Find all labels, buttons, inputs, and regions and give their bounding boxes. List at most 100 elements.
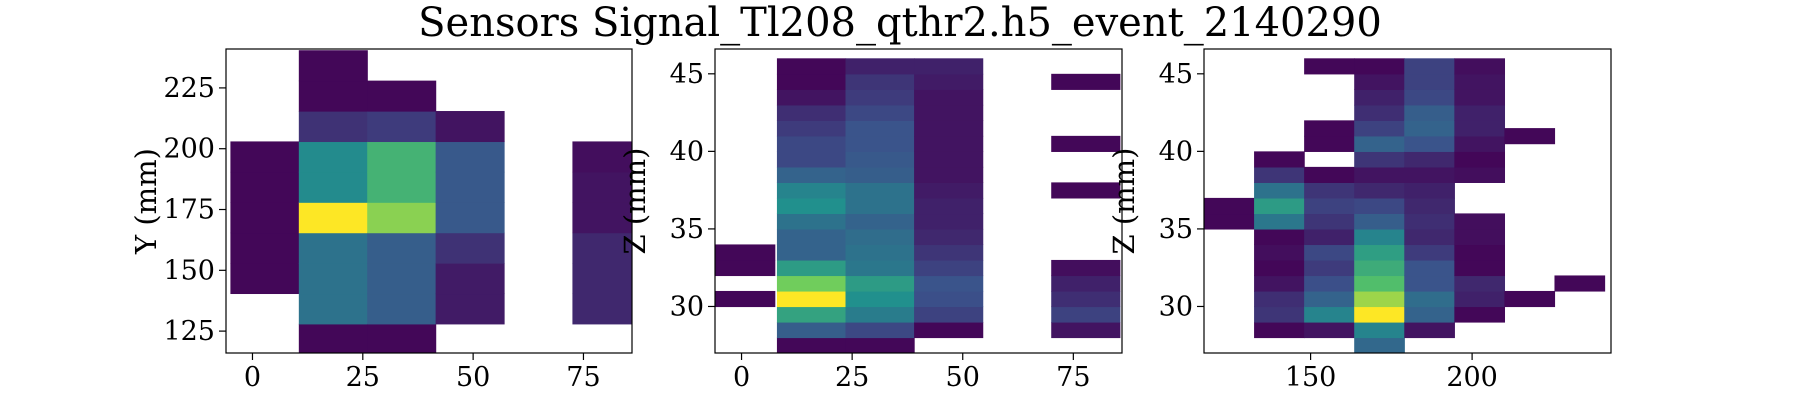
heatmap-cell	[914, 275, 984, 292]
x-tick-label: 50	[946, 362, 980, 393]
heatmap-cell	[298, 171, 368, 203]
heatmap-cell	[776, 290, 847, 308]
axes-frame	[1203, 48, 1612, 354]
heatmap-cell	[776, 104, 847, 121]
heatmap-cell	[1454, 275, 1506, 292]
heatmap-cell	[776, 151, 847, 168]
heatmap-cell	[845, 228, 915, 246]
heatmap-cell	[914, 73, 984, 90]
heatmap-cell	[845, 290, 915, 308]
heatmap-cell	[572, 202, 632, 234]
heatmap-cell	[914, 58, 984, 75]
heatmap-cell	[1404, 275, 1455, 292]
heatmap-cell	[914, 259, 984, 277]
heatmap-panel-3: 150 200 30 35 40 45 Z (mm)	[1107, 48, 1612, 393]
heatmap-cell	[914, 120, 984, 137]
y-tick-label: 30	[1159, 291, 1193, 322]
heatmap-cell	[1254, 166, 1305, 183]
heatmap-cell	[298, 263, 368, 295]
heatmap-cell	[845, 73, 915, 90]
heatmap-cell	[1354, 259, 1405, 277]
heatmap-cell	[1404, 321, 1455, 339]
y-tick-label: 40	[1159, 136, 1193, 167]
heatmap-cell	[1454, 135, 1506, 152]
heatmap-cell	[845, 104, 915, 121]
heatmap-cell	[367, 80, 437, 112]
x-tick-label: 25	[835, 362, 869, 393]
x-tick-label: 75	[566, 362, 600, 393]
heatmap-cell	[1304, 290, 1355, 308]
heatmap-cell	[1254, 244, 1305, 261]
heatmap-cell	[776, 228, 847, 246]
x-tick-label: 0	[244, 362, 261, 393]
heatmap-cell	[1404, 166, 1455, 183]
heatmap-cell	[1454, 89, 1506, 106]
heatmap-cell	[1354, 213, 1405, 230]
heatmap-cell	[1051, 73, 1121, 90]
heatmap-cell	[572, 232, 632, 264]
heatmap-cell	[1304, 166, 1355, 183]
heatmap-cell	[1354, 275, 1405, 292]
y-tick-label: 45	[1159, 59, 1193, 90]
heatmap-cell	[572, 263, 632, 295]
heatmap-cell	[914, 228, 984, 246]
heatmap-cell	[230, 141, 300, 173]
heatmap-cell	[230, 232, 300, 264]
heatmap-cell	[435, 141, 505, 173]
heatmap-cell	[1354, 321, 1405, 339]
heatmap-cell	[776, 259, 847, 277]
heatmap-panel-1: 0 25 50 75 125 150 175 200 225 Y (mm)	[129, 48, 633, 393]
heatmap-cell	[1404, 259, 1455, 277]
figure-title: Sensors Signal_Tl208_qthr2.h5_event_2140…	[418, 0, 1382, 46]
heatmap-cell	[1254, 259, 1305, 277]
heatmap-cell	[1504, 128, 1556, 145]
heatmap-cell	[1404, 73, 1455, 90]
heatmap-cell	[845, 89, 915, 106]
heatmap-cell	[1304, 321, 1355, 339]
heatmap-cell	[1454, 151, 1506, 168]
heatmap-cell	[914, 135, 984, 152]
heatmap-cell	[1354, 353, 1405, 369]
heatmap-cells	[1204, 58, 1606, 369]
heatmap-cell	[1254, 197, 1305, 215]
heatmap-cell	[435, 171, 505, 203]
heatmap-cell	[914, 151, 984, 168]
heatmap-cell	[298, 232, 368, 264]
heatmap-cell	[1354, 337, 1405, 353]
heatmap-cell	[1304, 197, 1355, 215]
heatmap-cell	[1304, 58, 1355, 75]
heatmap-cell	[367, 232, 437, 264]
heatmap-cell	[230, 202, 300, 234]
heatmap-cell	[1454, 120, 1506, 137]
heatmap-cell	[1354, 58, 1405, 75]
heatmap-cell	[1354, 73, 1405, 90]
heatmap-cell	[1454, 290, 1506, 308]
x-tick-label: 75	[1056, 362, 1090, 393]
heatmap-cell	[1354, 120, 1405, 137]
heatmap-cell	[298, 293, 368, 325]
heatmap-cell	[1454, 213, 1506, 230]
y-axis-label: Z (mm)	[1107, 148, 1141, 255]
heatmap-cell	[1404, 182, 1455, 199]
heatmap-cell	[1304, 275, 1355, 292]
heatmap-cell	[572, 293, 632, 325]
heatmap-cell	[1404, 228, 1455, 246]
heatmap-cell	[776, 120, 847, 137]
y-tick-label: 150	[163, 255, 215, 286]
heatmap-cell	[845, 58, 915, 75]
x-tick-label: 200	[1446, 362, 1498, 393]
heatmap-cell	[1051, 306, 1121, 323]
heatmap-cell	[914, 166, 984, 183]
heatmap-panels: 0 25 50 75 125 150 175 200 225 Y (mm) 0 25 50 75 30 35 4…	[129, 48, 1612, 393]
heatmap-cell	[367, 293, 437, 325]
heatmap-cell	[1404, 58, 1455, 75]
heatmap-cell	[914, 213, 984, 230]
heatmap-cell	[435, 232, 505, 264]
heatmap-cell	[1454, 104, 1506, 121]
heatmap-cell	[845, 321, 915, 339]
heatmap-cell	[435, 293, 505, 325]
heatmap-cell	[776, 306, 847, 323]
heatmap-cell	[1051, 182, 1121, 199]
heatmap-cell	[914, 182, 984, 199]
y-tick-label: 200	[163, 134, 215, 165]
